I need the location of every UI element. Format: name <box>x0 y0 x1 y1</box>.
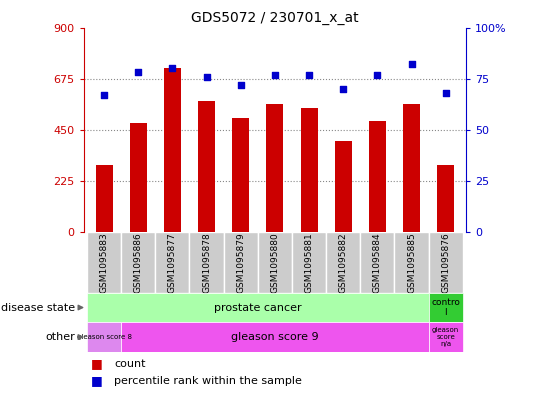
Text: other: other <box>45 332 75 342</box>
Bar <box>198 101 215 232</box>
Text: GSM1095886: GSM1095886 <box>134 232 143 293</box>
Point <box>339 86 348 92</box>
Text: prostate cancer: prostate cancer <box>214 303 302 312</box>
Text: disease state: disease state <box>1 303 75 312</box>
Bar <box>95 165 113 232</box>
Point <box>237 82 245 88</box>
Bar <box>258 232 292 293</box>
Text: GSM1095885: GSM1095885 <box>407 232 416 293</box>
Bar <box>266 104 284 232</box>
Point <box>373 72 382 78</box>
Text: ■: ■ <box>91 374 103 387</box>
Text: GSM1095881: GSM1095881 <box>305 232 314 293</box>
Title: GDS5072 / 230701_x_at: GDS5072 / 230701_x_at <box>191 11 358 25</box>
Bar <box>130 123 147 232</box>
Text: GSM1095884: GSM1095884 <box>373 232 382 293</box>
Text: gleason
score
n/a: gleason score n/a <box>432 327 459 347</box>
Text: GSM1095876: GSM1095876 <box>441 232 450 293</box>
Bar <box>224 232 258 293</box>
Bar <box>190 232 224 293</box>
Point <box>305 72 313 78</box>
Text: GSM1095877: GSM1095877 <box>168 232 177 293</box>
Bar <box>121 322 429 352</box>
Bar <box>429 293 463 322</box>
Bar <box>395 232 429 293</box>
Text: GSM1095883: GSM1095883 <box>100 232 108 293</box>
Bar <box>87 322 121 352</box>
Bar <box>429 232 463 293</box>
Text: GSM1095879: GSM1095879 <box>236 232 245 293</box>
Bar <box>121 232 155 293</box>
Bar <box>87 232 121 293</box>
Point <box>134 69 142 75</box>
Point <box>441 90 450 96</box>
Bar <box>437 165 454 232</box>
Point <box>202 73 211 80</box>
Bar <box>335 141 352 232</box>
Text: GSM1095880: GSM1095880 <box>271 232 279 293</box>
Bar <box>326 232 360 293</box>
Bar <box>87 293 429 322</box>
Bar <box>369 121 386 232</box>
Bar <box>155 232 190 293</box>
Bar <box>403 104 420 232</box>
Bar <box>164 68 181 232</box>
Point <box>407 61 416 68</box>
Point <box>271 72 279 78</box>
Point <box>100 92 108 98</box>
Bar <box>429 322 463 352</box>
Bar <box>292 232 326 293</box>
Text: gleason score 9: gleason score 9 <box>231 332 319 342</box>
Text: ■: ■ <box>91 358 103 371</box>
Point <box>168 65 177 72</box>
Text: GSM1095878: GSM1095878 <box>202 232 211 293</box>
Text: count: count <box>114 359 146 369</box>
Text: contro
l: contro l <box>431 298 460 317</box>
Bar <box>360 232 395 293</box>
Bar <box>232 118 249 232</box>
Text: percentile rank within the sample: percentile rank within the sample <box>114 376 302 386</box>
Text: gleason score 8: gleason score 8 <box>77 334 132 340</box>
Bar <box>301 108 317 232</box>
Text: GSM1095882: GSM1095882 <box>338 232 348 293</box>
